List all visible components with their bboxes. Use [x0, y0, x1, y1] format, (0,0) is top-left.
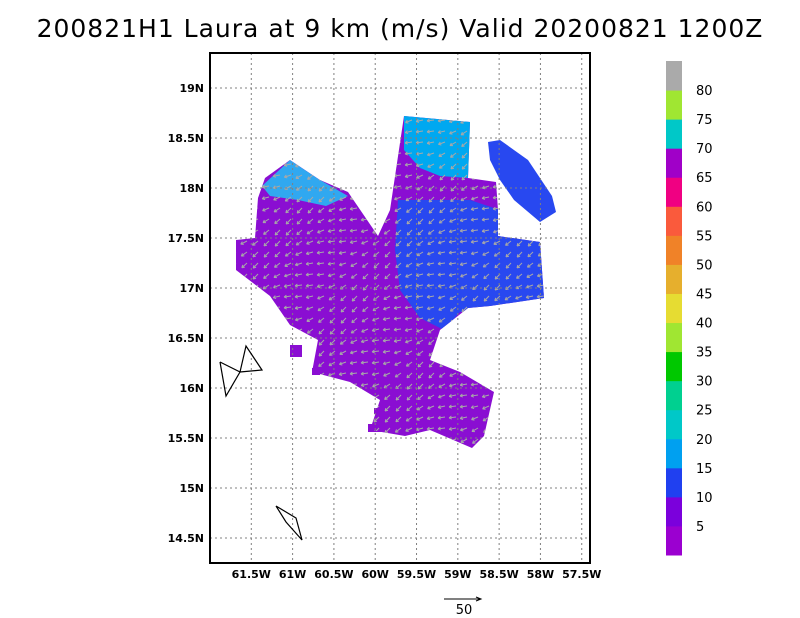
lat-tick-label: 17N — [179, 282, 204, 295]
lon-tick-label: 58W — [527, 568, 554, 581]
colorbar-label: 10 — [696, 491, 713, 506]
lon-tick-label: 60.5W — [314, 568, 353, 581]
lon-tick-label: 59.5W — [397, 568, 436, 581]
colorbar-label: 65 — [696, 171, 713, 186]
colorbar-bin — [666, 380, 682, 411]
colorbar-bin — [666, 496, 682, 527]
colorbar-label: 50 — [696, 258, 713, 273]
colorbar-label: 75 — [696, 113, 713, 128]
reference-arrow-icon — [475, 596, 483, 602]
lat-tick-label: 16.5N — [168, 332, 204, 345]
colorbar-bin — [666, 61, 682, 91]
colorbar-bin — [666, 235, 682, 265]
colorbar-bin — [666, 119, 682, 149]
colorbar-bin — [666, 438, 682, 469]
lon-tick-label: 61W — [279, 568, 306, 581]
colorbar-label: 30 — [696, 375, 713, 390]
graticule — [210, 53, 590, 563]
lon-tick-label: 60W — [361, 568, 388, 581]
lat-tick-label: 16N — [179, 382, 204, 395]
lat-tick-label: 15N — [179, 482, 204, 495]
lat-tick-label: 18.5N — [168, 132, 204, 145]
lat-tick-label: 15.5N — [168, 432, 204, 445]
lon-tick-label: 57.5W — [562, 568, 601, 581]
colorbar-label: 20 — [696, 433, 713, 448]
colorbar-label: 45 — [696, 287, 713, 302]
colorbar-label: 15 — [696, 462, 713, 477]
colorbar-bin — [666, 467, 682, 498]
colorbar-bin — [666, 351, 682, 382]
colorbar-bin — [666, 293, 682, 324]
colorbar-label: 5 — [696, 520, 704, 535]
reference-vector-label: 50 — [456, 603, 473, 618]
coastline-martinique — [275, 505, 303, 541]
colorbar-label: 70 — [696, 142, 713, 157]
longitude-labels: 61.5W 61W 60.5W 60W 59.5W 59W 58.5W 58W 57.5W — [232, 568, 602, 581]
coastline-guadeloupe — [219, 344, 264, 398]
lon-tick-label: 59W — [444, 568, 471, 581]
colorbar-bin — [666, 409, 682, 440]
colorbar-bin — [666, 206, 682, 236]
latitude-labels: 19N 18.5N 18N 17.5N 17N 16.5N 16N 15.5N 15N 14.5N — [168, 82, 204, 545]
colorbar-label: 55 — [696, 229, 713, 244]
colorbar-bin — [666, 525, 682, 556]
lat-tick-label: 17.5N — [168, 232, 204, 245]
lon-tick-label: 61.5W — [232, 568, 271, 581]
reference-vector: 50 — [444, 596, 483, 618]
plot-frame — [209, 52, 591, 564]
colorbar-label: 80 — [696, 84, 713, 99]
colorbar-label: 35 — [696, 346, 713, 361]
colorbar-label: 60 — [696, 200, 713, 215]
lat-tick-label: 19N — [179, 82, 204, 95]
map-title: 200821H1 Laura at 9 km (m/s) Valid 20200… — [36, 14, 764, 43]
colorbar-bin — [666, 90, 682, 120]
colorbar-bin — [666, 177, 682, 207]
lat-tick-label: 14.5N — [168, 532, 204, 545]
colorbar-bin — [666, 322, 682, 353]
lon-tick-label: 58.5W — [479, 568, 518, 581]
lat-tick-label: 18N — [179, 182, 204, 195]
colorbar-bin — [666, 148, 682, 178]
colorbar-label: 25 — [696, 404, 713, 419]
colorbar-bin — [666, 264, 682, 294]
colorbar-label: 40 — [696, 317, 713, 332]
colorbar: 5 10 15 20 25 30 35 40 45 50 55 60 65 70 75 80 — [666, 61, 713, 556]
